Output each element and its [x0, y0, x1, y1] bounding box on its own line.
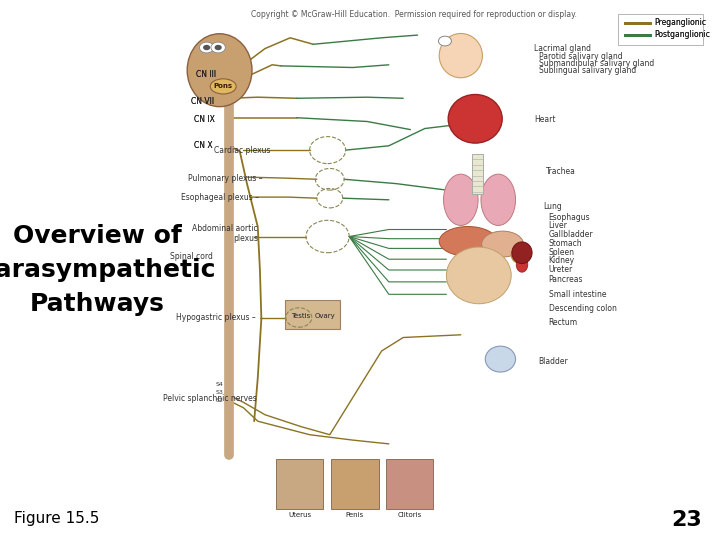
Text: Copyright © McGraw-Hill Education.  Permission required for reproduction or disp: Copyright © McGraw-Hill Education. Permi…: [251, 10, 577, 19]
Text: Liver: Liver: [549, 221, 567, 230]
Text: Esophageal plexus –: Esophageal plexus –: [181, 193, 259, 201]
Text: Submandibular salivary gland: Submandibular salivary gland: [539, 59, 654, 68]
Text: Parotid salivary gland: Parotid salivary gland: [539, 52, 622, 61]
Text: CN VII: CN VII: [192, 97, 215, 106]
Text: Pancreas: Pancreas: [549, 275, 583, 284]
Text: Cardiac plexus: Cardiac plexus: [214, 146, 270, 154]
Ellipse shape: [210, 79, 236, 94]
Text: Preganglionic: Preganglionic: [654, 18, 706, 27]
Text: S4: S4: [215, 382, 223, 387]
Circle shape: [215, 45, 222, 50]
Text: Figure 15.5: Figure 15.5: [14, 511, 100, 526]
Text: Lung: Lung: [544, 202, 562, 211]
Text: S2: S2: [215, 398, 223, 403]
Text: CN III: CN III: [196, 70, 216, 79]
Text: Postganglionic: Postganglionic: [654, 30, 710, 39]
Text: CN IX: CN IX: [194, 116, 215, 124]
Text: Bladder: Bladder: [539, 357, 568, 366]
Text: CN IX: CN IX: [194, 116, 215, 124]
Text: Small intestine: Small intestine: [549, 290, 606, 299]
Ellipse shape: [446, 247, 511, 303]
Text: Rectum: Rectum: [549, 319, 577, 327]
Ellipse shape: [444, 174, 478, 226]
Ellipse shape: [482, 231, 523, 257]
Ellipse shape: [187, 33, 252, 106]
Ellipse shape: [439, 33, 482, 78]
Text: Spleen: Spleen: [549, 248, 575, 256]
Circle shape: [203, 45, 210, 50]
Ellipse shape: [481, 174, 516, 226]
Text: Heart: Heart: [534, 116, 556, 124]
Text: Sublingual salivary gland: Sublingual salivary gland: [539, 66, 636, 75]
Ellipse shape: [439, 226, 497, 256]
Text: Ovary: Ovary: [315, 313, 336, 319]
Text: Testis: Testis: [292, 313, 310, 319]
FancyBboxPatch shape: [331, 459, 379, 509]
Ellipse shape: [448, 94, 503, 143]
Ellipse shape: [485, 346, 516, 372]
Text: Kidney: Kidney: [549, 256, 575, 265]
Text: Esophagus: Esophagus: [549, 213, 590, 221]
Text: Lacrimal gland: Lacrimal gland: [534, 44, 591, 53]
Text: Clitoris: Clitoris: [397, 512, 422, 518]
Text: CN X: CN X: [194, 141, 212, 150]
Text: Gallbladder: Gallbladder: [549, 230, 593, 239]
FancyBboxPatch shape: [618, 14, 703, 45]
Text: Ureter: Ureter: [549, 265, 573, 274]
Ellipse shape: [438, 36, 451, 46]
Text: Uterus: Uterus: [288, 512, 311, 518]
Text: Hypogastric plexus –: Hypogastric plexus –: [176, 313, 256, 322]
Text: Postganglionic: Postganglionic: [654, 30, 710, 39]
Text: CN VII: CN VII: [192, 97, 215, 106]
Text: CN III: CN III: [196, 70, 216, 79]
Text: Descending colon: Descending colon: [549, 305, 616, 313]
FancyBboxPatch shape: [386, 459, 433, 509]
Circle shape: [199, 42, 214, 53]
Text: Spinal cord: Spinal cord: [170, 252, 213, 261]
Text: CN X: CN X: [194, 141, 212, 150]
FancyBboxPatch shape: [472, 154, 483, 194]
FancyBboxPatch shape: [276, 459, 323, 509]
Text: Pons: Pons: [214, 83, 233, 90]
Text: Pelvic splanchnic nerves: Pelvic splanchnic nerves: [163, 394, 257, 403]
Ellipse shape: [512, 242, 532, 264]
Text: S3: S3: [215, 390, 223, 395]
Ellipse shape: [511, 247, 526, 263]
Text: Trachea: Trachea: [546, 167, 575, 176]
Text: Penis: Penis: [346, 512, 364, 518]
FancyBboxPatch shape: [285, 300, 340, 329]
Text: Abdominal aortic
plexus: Abdominal aortic plexus: [192, 224, 258, 243]
Ellipse shape: [516, 257, 528, 272]
Text: Stomach: Stomach: [549, 239, 582, 247]
Text: Pulmonary plexus –: Pulmonary plexus –: [188, 174, 263, 183]
Text: Overview of
Parasympathetic
Pathways: Overview of Parasympathetic Pathways: [0, 224, 217, 316]
Text: Preganglionic: Preganglionic: [654, 18, 706, 27]
Text: 23: 23: [671, 510, 702, 530]
Circle shape: [211, 42, 225, 53]
